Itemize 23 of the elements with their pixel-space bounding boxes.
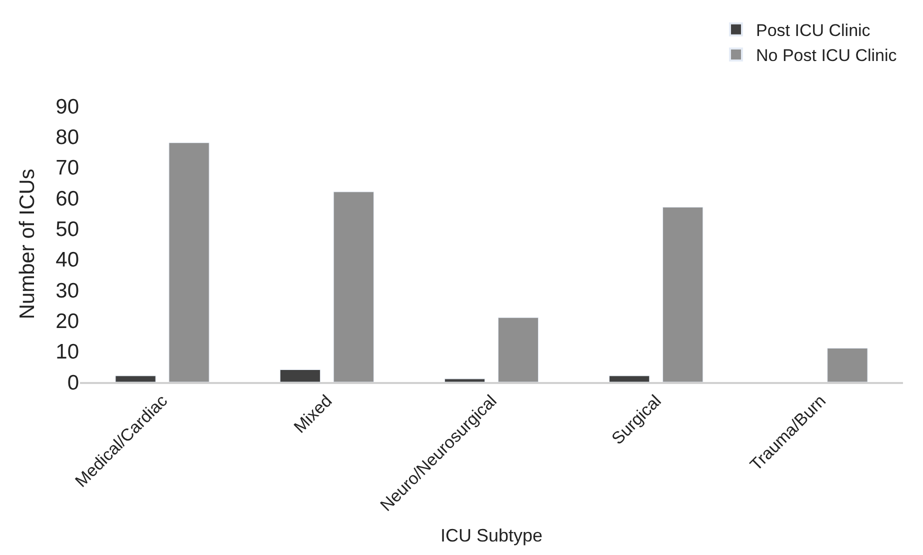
- y-tick-label: 0: [67, 371, 79, 394]
- y-tick-label: 60: [56, 187, 79, 210]
- bar: [662, 206, 704, 382]
- y-tick-label: 10: [56, 340, 79, 364]
- bar: [444, 378, 486, 382]
- y-tick-label: 70: [56, 156, 79, 180]
- bar: [609, 376, 650, 382]
- bar: [115, 376, 156, 382]
- bar: [168, 142, 210, 382]
- x-axis-title: ICU Subtype: [440, 526, 543, 546]
- y-axis-title: Number of ICUs: [16, 168, 39, 320]
- bar: [498, 317, 539, 382]
- legend-label: No Post ICU Clinic: [756, 46, 898, 66]
- legend-label: Post ICU Clinic: [756, 21, 871, 40]
- bar: [280, 369, 320, 382]
- y-tick-label: 90: [56, 95, 79, 118]
- y-tick-label: 50: [56, 218, 79, 242]
- y-tick-label: 20: [56, 310, 79, 334]
- y-tick-label: 80: [56, 126, 79, 150]
- y-tick-label: 40: [56, 248, 79, 272]
- bar: [333, 192, 374, 382]
- y-tick-label: 30: [56, 279, 79, 302]
- bar: [827, 348, 868, 382]
